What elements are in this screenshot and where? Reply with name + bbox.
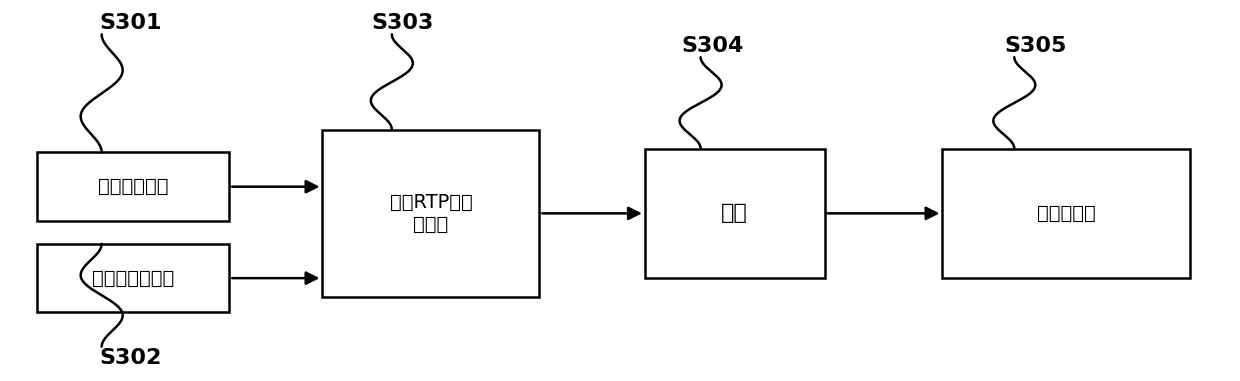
Text: S304: S304 [682,36,744,56]
Bar [322,130,539,297]
Text: 不可靠信道接收: 不可靠信道接收 [92,269,175,288]
Text: 解码器解码: 解码器解码 [1037,204,1096,223]
Text: S305: S305 [1004,36,1066,56]
Bar [37,244,229,312]
Text: 可靠信道接收: 可靠信道接收 [98,177,169,196]
Bar [37,152,229,221]
Bar [942,149,1190,278]
Bar [645,149,825,278]
Text: 按照RTP序列
号排序: 按照RTP序列 号排序 [389,193,472,234]
Text: 组包: 组包 [722,203,748,223]
Text: S303: S303 [372,13,434,33]
Text: S302: S302 [99,348,161,368]
Text: S301: S301 [99,13,161,33]
